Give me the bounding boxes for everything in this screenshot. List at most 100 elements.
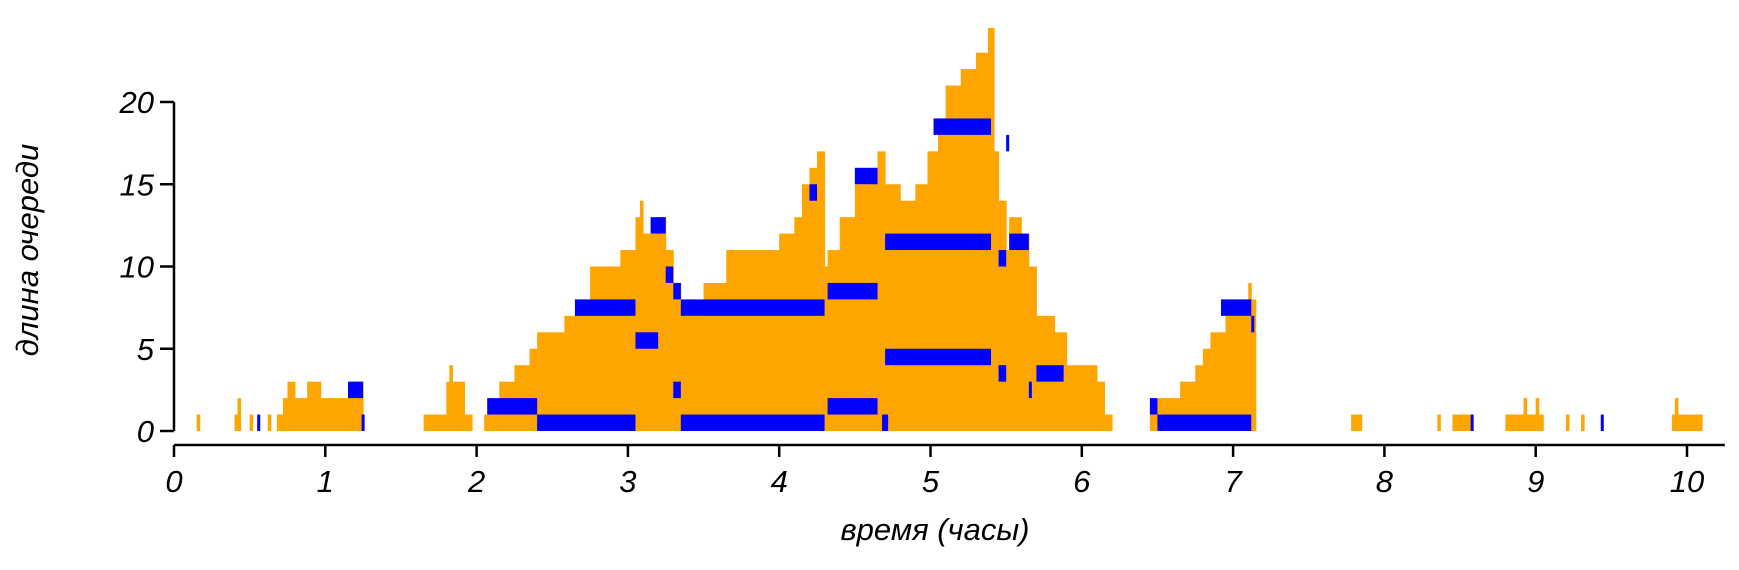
band [257,414,261,431]
step [1581,414,1585,431]
step [673,282,682,431]
step [665,250,674,431]
step [1195,365,1204,431]
step [839,217,856,431]
x-tick-label: 10 [1670,464,1704,499]
band [827,398,878,415]
step [1006,250,1010,431]
step [1096,381,1105,431]
band [933,118,992,135]
band [673,381,681,399]
step [1351,414,1363,431]
band [809,184,818,201]
y-tick-label: 0 [137,414,154,449]
band [680,299,825,316]
step [1149,414,1158,431]
step [449,365,453,431]
step [994,151,1000,431]
step [817,151,826,431]
band [1251,315,1255,333]
step [1248,282,1252,431]
x-axis-label: время (часы) [841,512,1030,547]
x-tick-label: 3 [619,464,636,499]
band [1009,233,1029,251]
band [1470,414,1474,431]
step [1066,365,1098,431]
step [1505,414,1525,431]
y-axis-label: длина очереди [10,144,45,356]
step [726,250,780,431]
step [1437,414,1441,431]
step [452,381,465,431]
step [987,27,995,431]
x-tick-label: 7 [1224,464,1243,499]
step [574,299,591,431]
step [900,200,916,431]
step [1452,414,1472,431]
band [827,282,878,300]
x-tick-label: 4 [771,464,788,499]
x-tick-label: 1 [317,464,334,499]
band [1600,414,1604,431]
step [1674,398,1679,431]
step [1009,217,1022,431]
step [1538,414,1544,431]
x-tick-label: 2 [467,464,485,499]
y-tick-label: 10 [120,250,154,285]
step [287,381,296,431]
step [295,398,308,431]
band [574,299,636,316]
step [249,414,254,431]
step [1677,414,1703,431]
step [234,414,239,431]
step [307,381,322,431]
step [854,184,871,431]
step [423,414,447,431]
step [877,151,886,431]
step [564,315,576,431]
step [945,85,962,432]
step [640,200,644,431]
step [1671,414,1676,431]
band [885,233,992,251]
step [635,217,641,431]
step [885,184,901,431]
step [779,233,795,431]
y-tick-label: 20 [119,85,154,120]
step [446,381,450,431]
step [1104,414,1113,431]
band [1220,299,1252,316]
step [320,398,349,431]
x-tick-label: 5 [922,464,940,499]
step [915,184,928,431]
step [1021,233,1030,431]
step [484,414,500,431]
step [794,217,803,431]
step [938,118,947,431]
step [1565,414,1570,431]
step [680,315,705,431]
band [650,217,666,234]
y-tick-label: 5 [137,332,155,367]
x-tick-label: 6 [1073,464,1091,499]
step [1535,398,1540,431]
band [1006,134,1010,152]
band [487,398,538,415]
band [361,414,365,431]
step [196,414,201,431]
step [1028,266,1037,431]
step [1225,315,1249,431]
band [673,282,681,300]
x-tick-label: 9 [1527,464,1544,499]
band [1036,365,1064,382]
step [276,414,284,431]
step [464,414,473,431]
band [347,381,364,399]
band [882,414,889,431]
step [658,217,667,431]
band [998,250,1007,267]
step [1210,332,1227,431]
x-tick-label: 8 [1376,464,1394,499]
step [1523,398,1528,431]
